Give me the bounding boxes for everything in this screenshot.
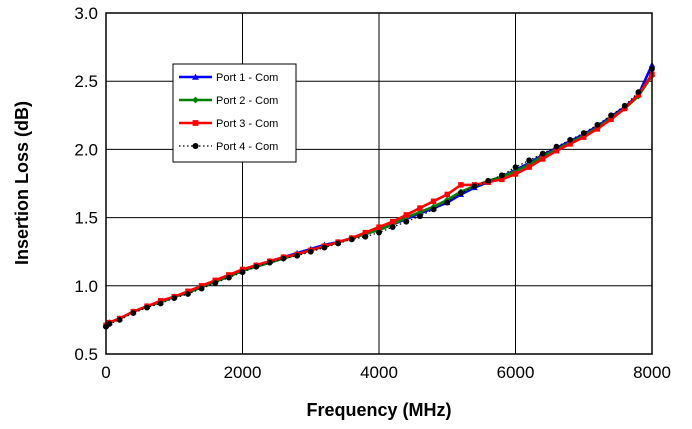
series-layer [102,61,656,330]
data-point-circle [444,199,451,206]
data-point-circle [307,248,314,255]
data-point-triangle [192,73,199,80]
legend-label: Port 1 - Com [216,72,278,84]
data-point-circle [567,136,573,143]
y-tick-label: 1.5 [74,209,98,228]
data-point-square [499,176,505,183]
data-point-circle [498,172,505,179]
legend-entry: Port 3 - Com [179,118,278,130]
legend-label: Port 4 - Com [216,141,278,153]
data-point-circle [321,244,328,251]
data-point-square [417,205,423,211]
data-point-square [540,156,546,162]
x-axis-title: Frequency (MHz) [306,400,451,420]
data-point-circle [266,259,273,266]
data-point-circle [430,206,437,213]
data-point-square [581,134,587,140]
y-tick-label: 2.5 [74,72,98,91]
data-point-circle [144,304,150,311]
data-point-circle [116,317,123,323]
legend: Port 1 - Com Port 2 - Com Port 3 - Com Port… [172,63,297,163]
y-tick-label: 1.0 [74,277,98,296]
data-point-square [512,171,519,177]
plot-area-frame [105,12,653,355]
data-point-square [430,198,437,204]
data-point-square [362,229,369,236]
data-point-circle [376,229,382,236]
data-point-circle [362,233,369,240]
data-point-circle [171,295,178,301]
data-point-square [553,148,560,154]
data-point-circle [471,183,478,190]
legend-label: Port 3 - Com [216,118,278,130]
data-point-circle [608,112,614,119]
data-point-square [608,116,614,123]
x-tick-label: 0 [101,363,110,382]
data-point-circle [239,269,246,276]
legend-label: Port 2 - Com [216,95,278,107]
data-point-circle [403,218,410,225]
data-point-circle [198,285,205,292]
data-point-circle [580,130,587,136]
data-point-square [403,212,410,218]
data-point-circle [512,164,519,171]
legend-entry: Port 4 - Com [179,141,278,153]
series-4 [103,66,655,330]
data-point-square [567,141,573,147]
data-point-circle [192,142,199,150]
data-point-circle [130,310,137,316]
data-point-circle [225,274,232,281]
data-point-circle [485,177,492,184]
data-point-circle [212,280,219,286]
legend-entry: Port 2 - Com [179,95,278,107]
data-point-circle [594,121,601,128]
data-point-circle [458,190,464,196]
y-axis-ticks: 0.5 1.0 1.5 2.0 2.5 3.0 [74,4,98,364]
data-point-circle [348,236,355,243]
data-point-circle [553,143,560,150]
data-point-circle [635,89,642,95]
data-point-square [192,120,199,126]
x-tick-label: 8000 [633,363,671,382]
data-point-square [458,182,464,188]
data-point-square [376,224,382,230]
legend-entry: Port 1 - Com [179,72,278,84]
data-point-circle [526,157,533,164]
data-point-circle [539,150,546,157]
data-point-circle [389,224,396,231]
data-point-square [389,218,396,225]
data-point-circle [253,263,260,270]
data-point-diamond [192,96,199,104]
data-point-circle [621,102,628,109]
data-point-square [444,191,450,198]
y-axis-title: Insertion Loss (dB) [12,101,32,265]
data-point-circle [335,240,341,247]
data-point-circle [185,291,191,297]
y-tick-label: 2.0 [74,140,98,159]
x-tick-label: 6000 [497,363,535,382]
data-point-circle [106,321,113,327]
data-point-circle [157,300,164,307]
data-point-square [594,126,601,132]
x-tick-label: 4000 [360,363,398,382]
data-point-circle [280,255,287,262]
y-tick-label: 0.5 [74,345,98,364]
x-axis-ticks: 0 2000 4000 6000 8000 [101,363,671,382]
y-tick-label: 3.0 [74,4,98,23]
x-tick-label: 2000 [224,363,262,382]
data-point-square [526,164,532,170]
data-point-circle [294,252,300,259]
data-point-circle [417,213,423,220]
